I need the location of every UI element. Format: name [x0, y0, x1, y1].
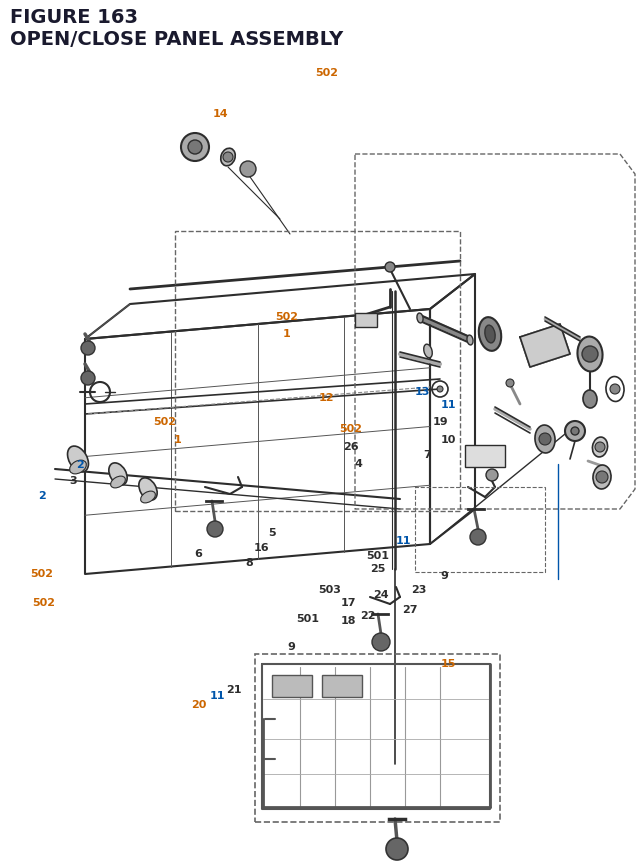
Circle shape [372, 633, 390, 651]
Text: 11: 11 [440, 400, 456, 410]
Circle shape [223, 152, 233, 163]
Ellipse shape [424, 344, 432, 358]
Text: 7: 7 [424, 449, 431, 460]
Circle shape [565, 422, 585, 442]
Circle shape [595, 443, 605, 453]
Circle shape [596, 472, 608, 483]
Text: 9: 9 [441, 570, 449, 580]
Text: 20: 20 [191, 699, 206, 709]
Bar [255, 654, 500, 822]
Bar [465, 445, 505, 468]
Bar [355, 313, 377, 328]
Text: OPEN/CLOSE PANEL ASSEMBLY: OPEN/CLOSE PANEL ASSEMBLY [10, 30, 343, 49]
Ellipse shape [111, 476, 125, 488]
Polygon shape [520, 325, 570, 368]
Text: 2: 2 [38, 490, 45, 500]
Text: 1: 1 [283, 329, 291, 339]
Bar [415, 487, 545, 573]
Circle shape [81, 342, 95, 356]
Text: 19: 19 [433, 417, 448, 427]
Text: 18: 18 [341, 615, 356, 625]
Text: 11: 11 [396, 536, 411, 546]
Text: 21: 21 [226, 684, 241, 694]
Text: 10: 10 [440, 434, 456, 444]
Text: 2: 2 [76, 460, 84, 470]
Circle shape [81, 372, 95, 386]
Circle shape [385, 263, 395, 273]
Text: 502: 502 [315, 68, 338, 78]
Circle shape [437, 387, 443, 393]
Circle shape [470, 530, 486, 545]
Text: 1: 1 [174, 434, 182, 444]
Ellipse shape [593, 437, 607, 457]
Circle shape [506, 380, 514, 387]
Ellipse shape [479, 318, 501, 351]
Text: 502: 502 [32, 598, 55, 608]
Text: 5: 5 [268, 527, 276, 537]
Circle shape [240, 162, 256, 177]
Ellipse shape [68, 447, 88, 473]
Bar [175, 232, 460, 511]
Ellipse shape [221, 149, 236, 166]
Text: 6: 6 [195, 548, 202, 559]
Circle shape [188, 141, 202, 155]
Text: 503: 503 [318, 585, 341, 595]
Circle shape [207, 522, 223, 537]
Text: FIGURE 163: FIGURE 163 [10, 8, 138, 27]
Text: 502: 502 [339, 424, 362, 434]
Text: 12: 12 [319, 393, 334, 403]
Ellipse shape [593, 466, 611, 489]
Text: 17: 17 [341, 598, 356, 608]
Text: 14: 14 [213, 108, 228, 119]
Ellipse shape [535, 425, 555, 454]
Ellipse shape [583, 391, 597, 408]
Circle shape [571, 428, 579, 436]
Text: 13: 13 [415, 387, 430, 397]
Text: 502: 502 [154, 417, 177, 427]
Text: 23: 23 [412, 585, 427, 595]
Ellipse shape [577, 338, 602, 372]
Circle shape [386, 838, 408, 860]
Ellipse shape [139, 479, 157, 500]
Text: 11: 11 [210, 691, 225, 701]
Circle shape [582, 347, 598, 362]
Ellipse shape [70, 461, 86, 474]
Text: 24: 24 [373, 589, 388, 599]
Ellipse shape [141, 492, 156, 504]
Circle shape [539, 433, 551, 445]
Text: 3: 3 [70, 475, 77, 486]
Circle shape [486, 469, 498, 481]
Text: 15: 15 [440, 658, 456, 668]
Bar [272, 675, 312, 697]
Bar [322, 675, 362, 697]
Text: 502: 502 [275, 312, 298, 322]
Circle shape [181, 133, 209, 162]
Circle shape [610, 385, 620, 394]
Ellipse shape [417, 313, 423, 324]
Text: 8: 8 [246, 557, 253, 567]
Text: 22: 22 [360, 610, 376, 621]
Text: 502: 502 [30, 568, 53, 579]
Text: 26: 26 [343, 441, 358, 451]
Text: 25: 25 [370, 563, 385, 573]
Text: 27: 27 [402, 604, 417, 615]
Text: 9: 9 [287, 641, 295, 651]
Ellipse shape [467, 336, 473, 345]
Text: 501: 501 [296, 613, 319, 623]
Text: 16: 16 [253, 542, 269, 553]
Ellipse shape [109, 463, 127, 486]
Text: 4: 4 [355, 458, 362, 468]
Ellipse shape [485, 325, 495, 344]
Text: 501: 501 [366, 550, 389, 561]
